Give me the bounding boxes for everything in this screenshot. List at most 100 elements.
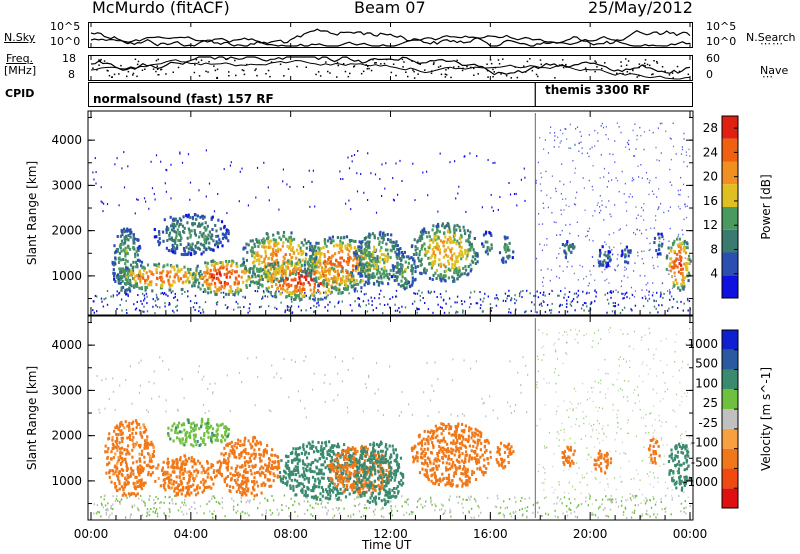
echo-cell	[508, 254, 511, 258]
ground-scatter-cell	[167, 294, 169, 297]
echo-cell	[463, 272, 466, 276]
ground-scatter-cell	[416, 308, 418, 311]
echo-cell	[658, 236, 661, 240]
sparse-echo-cell	[581, 382, 584, 385]
sparse-echo-cell	[588, 155, 590, 158]
sparse-echo-cell	[604, 279, 606, 282]
echo-cell	[201, 283, 204, 287]
sparse-echo-cell	[255, 196, 257, 199]
sparse-echo-cell	[592, 256, 594, 258]
echo-cell	[193, 222, 196, 226]
ground-scatter-cell	[645, 512, 647, 515]
sparse-echo-cell	[546, 194, 548, 196]
ground-scatter-cell	[146, 295, 148, 298]
ground-scatter-cell	[316, 302, 318, 305]
sparse-echo-cell	[619, 228, 621, 230]
ground-scatter-cell	[92, 309, 94, 312]
echo-cell	[126, 259, 129, 263]
sparse-echo-cell	[280, 377, 282, 380]
sparse-echo-cell	[138, 391, 141, 394]
echo-cell	[161, 280, 164, 284]
echo-cell	[223, 224, 226, 228]
ground-scatter-cell	[317, 301, 319, 304]
ground-scatter-cell	[612, 302, 614, 304]
ground-scatter-cell	[184, 498, 186, 501]
echo-cell	[129, 283, 132, 287]
echo-cell	[189, 216, 192, 219]
echo-cell	[397, 263, 400, 267]
echo-cell	[484, 240, 487, 244]
sparse-echo-cell	[681, 442, 683, 444]
echo-cell	[429, 262, 432, 265]
ground-scatter-cell	[401, 505, 403, 508]
ground-scatter-cell	[221, 497, 224, 500]
echo-cell	[113, 261, 116, 265]
sparse-echo-cell	[112, 390, 115, 393]
ground-scatter-cell	[489, 303, 492, 306]
sparse-echo-cell	[334, 356, 336, 359]
ground-scatter-cell	[430, 290, 432, 293]
sparse-echo-cell	[347, 156, 349, 159]
sparse-echo-cell	[465, 210, 467, 213]
echo-cell	[303, 288, 306, 292]
echo-cell	[461, 250, 464, 254]
echo-cell	[254, 245, 257, 248]
sparse-echo-cell	[573, 203, 575, 205]
echo-cell	[223, 281, 226, 284]
echo-cell	[269, 266, 273, 270]
ground-scatter-cell	[630, 499, 632, 502]
ground-scatter-cell	[220, 291, 222, 294]
sparse-echo-cell	[538, 213, 540, 215]
echo-cell	[430, 266, 433, 270]
sparse-echo-cell	[614, 438, 616, 441]
ground-scatter-cell	[278, 290, 280, 293]
echo-cell	[155, 235, 158, 239]
sparse-echo-cell	[208, 182, 211, 185]
echo-cell	[355, 256, 358, 260]
sparse-echo-cell	[641, 289, 643, 291]
echo-cell	[336, 236, 339, 239]
echo-cell	[124, 229, 127, 233]
echo-cell	[196, 278, 199, 282]
echo-cell	[228, 270, 231, 274]
echo-cell	[450, 257, 453, 261]
sparse-echo-cell	[641, 177, 643, 179]
echo-cell	[319, 255, 322, 259]
sparse-echo-cell	[592, 428, 594, 430]
echo-cell	[241, 270, 244, 274]
echo-cell	[466, 254, 469, 258]
sparse-echo-cell	[591, 346, 593, 348]
sparse-echo-cell	[102, 210, 104, 213]
echo-cell	[460, 240, 463, 244]
echo-cell	[330, 262, 333, 266]
echo-cell	[352, 274, 355, 278]
echo-cell	[283, 281, 286, 285]
echo-cell	[125, 237, 128, 241]
echo-cell	[146, 277, 150, 281]
echo-cell	[309, 255, 312, 259]
sparse-echo-cell	[648, 456, 650, 459]
echo-cell	[174, 236, 178, 240]
echo-cell	[300, 253, 303, 257]
sparse-echo-cell	[535, 182, 537, 184]
nave-dot	[160, 68, 162, 71]
echo-cell	[325, 244, 328, 248]
sparse-echo-cell	[537, 370, 539, 373]
ground-scatter-cell	[418, 498, 420, 501]
echo-cell	[269, 245, 272, 249]
sparse-echo-cell	[551, 486, 553, 489]
ground-scatter-cell	[181, 510, 183, 513]
echo-cell	[117, 278, 121, 282]
ground-scatter-cell	[533, 303, 535, 306]
echo-cell	[191, 215, 194, 219]
ground-scatter-cell	[133, 303, 135, 306]
sparse-echo-cell	[643, 219, 645, 221]
sparse-echo-cell	[592, 215, 594, 217]
nave-dot	[652, 73, 654, 75]
echo-cell	[315, 255, 318, 259]
ground-scatter-cell	[525, 310, 527, 313]
echo-cell	[280, 287, 283, 291]
ground-scatter-cell	[424, 505, 426, 508]
sparse-echo-cell	[575, 128, 577, 130]
echo-cell	[627, 249, 630, 253]
